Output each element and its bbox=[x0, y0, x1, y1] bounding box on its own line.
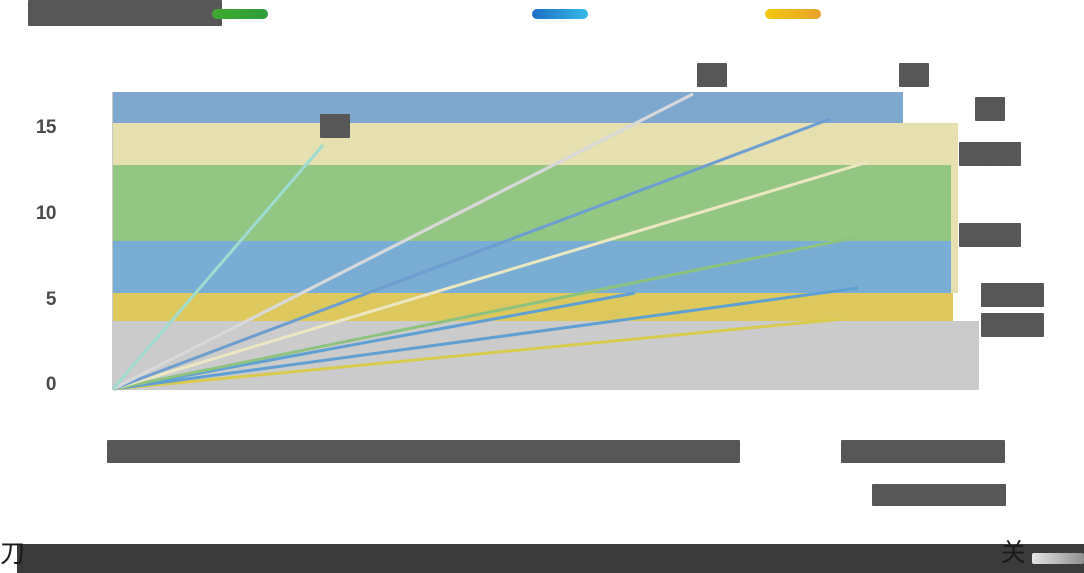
y-tick-label-0: 0 bbox=[45, 374, 57, 395]
caption-line2-right-redacted: ██████████ bbox=[872, 484, 1006, 506]
series-label-right-3: A██a bbox=[959, 223, 1021, 247]
series-label-right-2: A██a bbox=[959, 142, 1021, 166]
series-label-right-4: A██n bbox=[981, 283, 1044, 307]
area-band-cream-right bbox=[951, 165, 958, 293]
caption-line1-left-redacted: ████████████████████████████████████████… bbox=[107, 440, 740, 463]
area-band-grey bbox=[113, 321, 979, 390]
line-series-teal bbox=[111, 144, 325, 390]
taskbar-left-glyph-icon[interactable]: 刀 bbox=[0, 539, 26, 568]
taskbar-right-glyph-icon[interactable]: 关 bbox=[1001, 538, 1027, 567]
series-label-right-5: A██n bbox=[981, 313, 1044, 337]
line-series-midblue bbox=[112, 291, 636, 391]
chart-line-series-group bbox=[111, 92, 869, 391]
y-tick-label-5: 5 bbox=[45, 289, 57, 310]
line-series-steelblue bbox=[112, 117, 831, 391]
y-tick-label-15: 15 bbox=[35, 117, 57, 138]
y-tick-label-10: 10 bbox=[35, 203, 57, 224]
series-label-top-2: zh bbox=[899, 63, 930, 87]
taskbar[interactable] bbox=[0, 544, 1084, 573]
taskbar-swatch-green[interactable] bbox=[212, 9, 268, 19]
area-band-cream bbox=[113, 123, 958, 165]
taskbar-right-block bbox=[980, 544, 1002, 573]
taskbar-swatch-blue[interactable] bbox=[532, 9, 588, 19]
page-title-redacted: ███████████████ bbox=[28, 0, 222, 26]
line-series-gold bbox=[112, 317, 844, 391]
area-band-blue-top bbox=[113, 92, 903, 123]
line-series-lightgrey bbox=[112, 92, 694, 391]
area-band-blue-low bbox=[113, 241, 951, 293]
caption-line1-right-redacted: ████████████ bbox=[841, 440, 1005, 463]
line-series-green bbox=[112, 235, 859, 391]
series-label-top-1: zh bbox=[697, 63, 728, 87]
series-label-in-plot-zh: zh bbox=[320, 114, 351, 138]
line-series-midblue-2 bbox=[112, 286, 859, 391]
line-series-cream bbox=[112, 160, 869, 391]
taskbar-swatch-grey[interactable] bbox=[1032, 553, 1084, 564]
series-label-right-1: zh bbox=[975, 97, 1006, 121]
taskbar-left-notch bbox=[0, 544, 17, 573]
taskbar-swatch-yellow[interactable] bbox=[765, 9, 821, 19]
